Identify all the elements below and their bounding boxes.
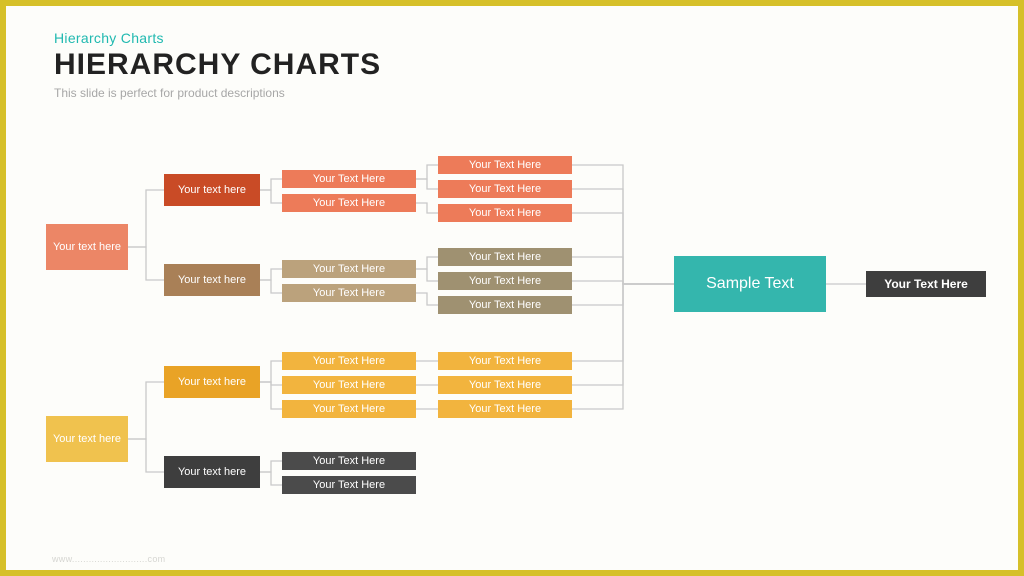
node-l3d1: Your Text Here — [282, 476, 416, 494]
node-root2: Your text here — [46, 416, 128, 462]
node-l3a0: Your Text Here — [282, 170, 416, 188]
edge-root1-l2a — [128, 190, 164, 247]
edge-l2c-l3c2 — [260, 382, 282, 409]
node-label: Your text here — [172, 274, 252, 286]
node-label: Your Text Here — [878, 277, 974, 291]
node-label: Your Text Here — [307, 355, 391, 367]
edge-l2b-l3b1 — [260, 280, 282, 293]
edge-l4c2-sample — [572, 284, 674, 409]
edge-l3a0-l4a1 — [416, 179, 438, 189]
edge-root2-l2d — [128, 439, 164, 472]
edge-l2b-l3b0 — [260, 269, 282, 280]
edge-l3b0-l4b1 — [416, 269, 438, 281]
node-l2a: Your text here — [164, 174, 260, 206]
node-l4a2: Your Text Here — [438, 204, 572, 222]
edge-l3a0-l4a0 — [416, 165, 438, 179]
node-label: Your Text Here — [463, 251, 547, 263]
node-l3b1: Your Text Here — [282, 284, 416, 302]
node-l3c0: Your Text Here — [282, 352, 416, 370]
node-label: Your Text Here — [463, 379, 547, 391]
node-label: Your Text Here — [463, 275, 547, 287]
node-l4a1: Your Text Here — [438, 180, 572, 198]
node-label: Your text here — [47, 241, 127, 253]
node-l3d0: Your Text Here — [282, 452, 416, 470]
node-l3a1: Your Text Here — [282, 194, 416, 212]
node-sample: Sample Text — [674, 256, 826, 312]
node-label: Your Text Here — [463, 403, 547, 415]
node-label: Your Text Here — [307, 197, 391, 209]
node-l2b: Your text here — [164, 264, 260, 296]
node-l3c2: Your Text Here — [282, 400, 416, 418]
edge-l2a-l3a0 — [260, 179, 282, 190]
slide-frame: Hierarchy Charts HIERARCHY CHARTS This s… — [0, 0, 1024, 576]
node-label: Your Text Here — [307, 455, 391, 467]
node-label: Sample Text — [700, 275, 800, 293]
node-label: Your Text Here — [463, 299, 547, 311]
node-label: Your Text Here — [307, 379, 391, 391]
main-title: HIERARCHY CHARTS — [54, 48, 381, 82]
node-label: Your text here — [47, 433, 127, 445]
node-root1: Your text here — [46, 224, 128, 270]
node-final: Your Text Here — [866, 271, 986, 297]
edge-l2c-l3c0 — [260, 361, 282, 382]
node-label: Your text here — [172, 466, 252, 478]
node-label: Your Text Here — [307, 479, 391, 491]
over-title: Hierarchy Charts — [54, 30, 381, 46]
node-l4b2: Your Text Here — [438, 296, 572, 314]
node-label: Your Text Here — [463, 355, 547, 367]
node-l4c0: Your Text Here — [438, 352, 572, 370]
node-label: Your Text Here — [307, 263, 391, 275]
node-l4a0: Your Text Here — [438, 156, 572, 174]
subtitle: This slide is perfect for product descri… — [54, 86, 381, 100]
node-l3c1: Your Text Here — [282, 376, 416, 394]
node-l3b0: Your Text Here — [282, 260, 416, 278]
node-l2c: Your text here — [164, 366, 260, 398]
node-label: Your text here — [172, 184, 252, 196]
node-label: Your Text Here — [307, 287, 391, 299]
edge-l2d-l3d1 — [260, 472, 282, 485]
edge-root1-l2b — [128, 247, 164, 280]
node-label: Your Text Here — [307, 403, 391, 415]
edge-l2a-l3a1 — [260, 190, 282, 203]
edge-l3b1-l4b2 — [416, 293, 438, 305]
edge-root2-l2c — [128, 382, 164, 439]
slide-header: Hierarchy Charts HIERARCHY CHARTS This s… — [54, 30, 381, 100]
edge-l2d-l3d0 — [260, 461, 282, 472]
node-label: Your Text Here — [463, 159, 547, 171]
node-l4c1: Your Text Here — [438, 376, 572, 394]
edge-l4b0-sample — [572, 257, 674, 284]
node-l2d: Your text here — [164, 456, 260, 488]
node-label: Your text here — [172, 376, 252, 388]
watermark: www...........................com — [52, 554, 165, 564]
node-label: Your Text Here — [463, 183, 547, 195]
edge-l3a1-l4a2 — [416, 203, 438, 213]
node-label: Your Text Here — [463, 207, 547, 219]
node-l4b0: Your Text Here — [438, 248, 572, 266]
edge-l3b0-l4b0 — [416, 257, 438, 269]
node-l4b1: Your Text Here — [438, 272, 572, 290]
node-l4c2: Your Text Here — [438, 400, 572, 418]
node-label: Your Text Here — [307, 173, 391, 185]
hierarchy-stage: Your text here Your text here Your text he… — [46, 156, 988, 540]
